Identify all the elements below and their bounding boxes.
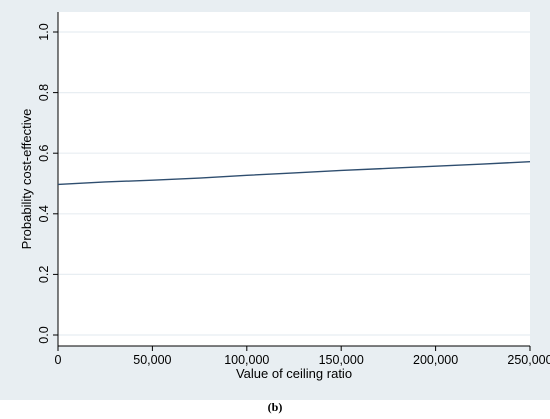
y-tick-label: 0.4 <box>37 205 51 222</box>
axes: 0.0 0.2 0.4 0.6 0.8 1.0 0 50,000 100,000 150,000 2… <box>37 12 550 367</box>
y-tick-label: 0.6 <box>37 144 51 161</box>
series-line <box>57 160 531 186</box>
x-axis-title: Value of ceiling ratio <box>236 366 352 381</box>
x-tick-label: 250,000 <box>507 353 550 367</box>
y-tick-label: 1.0 <box>37 23 51 40</box>
gridlines <box>58 31 530 336</box>
figure-caption: (b) <box>267 400 283 414</box>
x-tick-label: 150,000 <box>319 353 364 367</box>
y-tick-label: 0.0 <box>37 326 51 343</box>
y-tick-label: 0.2 <box>37 266 51 283</box>
y-axis-title: Probability cost-effective <box>19 109 34 250</box>
x-tick-label: 200,000 <box>413 353 458 367</box>
chart: 0.0 0.2 0.4 0.6 0.8 1.0 0 50,000 100,000 150,000 2… <box>0 0 550 400</box>
y-tick-label: 0.8 <box>37 84 51 101</box>
series-layer <box>57 160 531 186</box>
x-tick-label: 50,000 <box>133 353 171 367</box>
x-tick-label: 0 <box>55 353 62 367</box>
plot-area <box>58 12 530 346</box>
x-tick-label: 100,000 <box>224 353 269 367</box>
